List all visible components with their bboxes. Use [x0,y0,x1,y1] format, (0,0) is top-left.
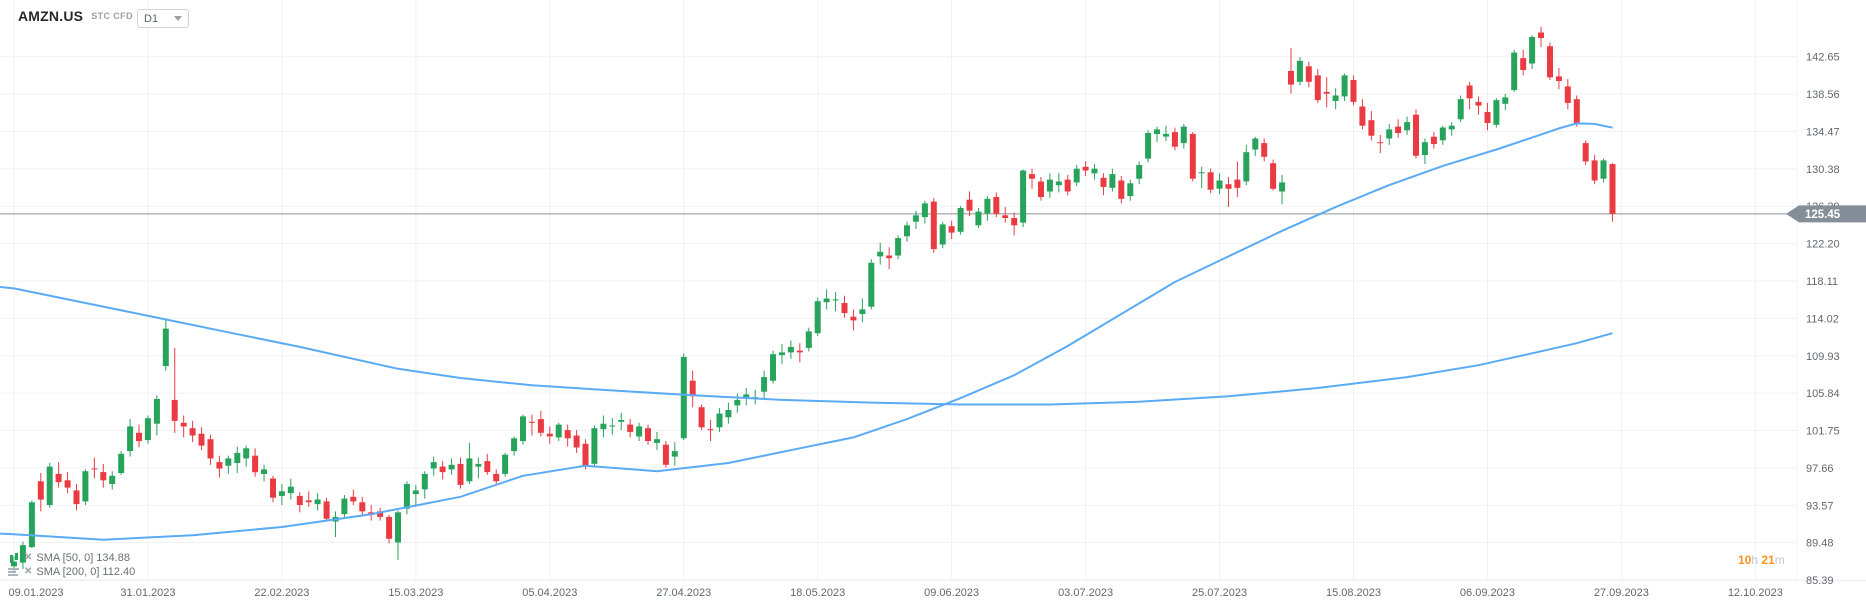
countdown-minutes-unit: m [1774,553,1785,567]
svg-text:114.02: 114.02 [1806,313,1839,325]
countdown-minutes: 21 [1761,553,1775,567]
indicator-row: ✕ SMA [200, 0] 112.40 [8,565,135,579]
time-axis[interactable]: 09.01.2023 31.01.2023 22.02.2023 15.03.2023… [8,587,1782,599]
indicator-legend: ✕ SMA [50, 0] 134.88 ✕ SMA [200, 0] 112.40 [8,551,135,579]
candles-icon[interactable] [8,553,20,563]
svg-text:97.66: 97.66 [1806,463,1834,475]
svg-text:15.08.2023: 15.08.2023 [1326,587,1381,599]
indicator-row: ✕ SMA [50, 0] 134.88 [8,551,135,565]
svg-text:89.48: 89.48 [1806,538,1834,550]
svg-text:22.02.2023: 22.02.2023 [254,587,309,599]
svg-text:118.11: 118.11 [1806,276,1838,288]
svg-text:09.01.2023: 09.01.2023 [8,587,63,599]
svg-text:105.84: 105.84 [1806,388,1840,400]
svg-text:09.06.2023: 09.06.2023 [924,587,979,599]
sma50-line [0,122,1613,541]
price-gridlines [0,56,1797,581]
indicator-label: SMA [50, 0] 134.88 [36,552,130,564]
svg-text:138.56: 138.56 [1806,89,1840,101]
sma200-line [0,285,1613,406]
svg-text:27.09.2023: 27.09.2023 [1594,587,1649,599]
lines-icon[interactable] [8,567,20,577]
indicator-label: SMA [200, 0] 112.40 [36,566,136,578]
remove-indicator-icon[interactable]: ✕ [24,552,33,563]
countdown-hours: 10 [1738,553,1752,567]
svg-text:134.47: 134.47 [1806,126,1840,138]
time-gridlines [13,0,1756,580]
bar-close-countdown: 10h 21m [1738,553,1785,567]
svg-text:125.45: 125.45 [1805,209,1841,221]
svg-text:25.07.2023: 25.07.2023 [1192,587,1247,599]
svg-text:15.03.2023: 15.03.2023 [388,587,443,599]
chevron-down-icon [174,16,182,21]
svg-text:27.04.2023: 27.04.2023 [656,587,711,599]
price-axis[interactable]: 142.65138.56134.47130.38126.29122.20118.… [1806,52,1840,587]
svg-text:18.05.2023: 18.05.2023 [790,587,845,599]
svg-text:85.39: 85.39 [1806,575,1834,587]
svg-text:31.01.2023: 31.01.2023 [120,587,175,599]
timeframe-select[interactable]: D1 [137,9,189,28]
svg-text:122.20: 122.20 [1806,239,1840,251]
svg-text:142.65: 142.65 [1806,52,1840,64]
countdown-hours-unit: h [1751,553,1762,567]
current-price-tag: 125.45 [1786,205,1866,223]
remove-indicator-icon[interactable]: ✕ [24,566,33,577]
svg-text:06.09.2023: 06.09.2023 [1460,587,1515,599]
svg-text:130.38: 130.38 [1806,164,1840,176]
candles-layer [11,26,1616,573]
svg-text:101.75: 101.75 [1806,426,1840,438]
svg-text:12.10.2023: 12.10.2023 [1728,587,1783,599]
svg-text:03.07.2023: 03.07.2023 [1058,587,1113,599]
instrument-type-label: STC CFD [91,11,133,21]
instrument-selector[interactable]: AMZN.US STC CFD [18,8,151,24]
instrument-symbol: AMZN.US [18,8,84,24]
timeframe-value: D1 [144,12,159,25]
svg-text:05.04.2023: 05.04.2023 [522,587,577,599]
svg-text:109.93: 109.93 [1806,351,1840,363]
svg-text:93.57: 93.57 [1806,500,1834,512]
